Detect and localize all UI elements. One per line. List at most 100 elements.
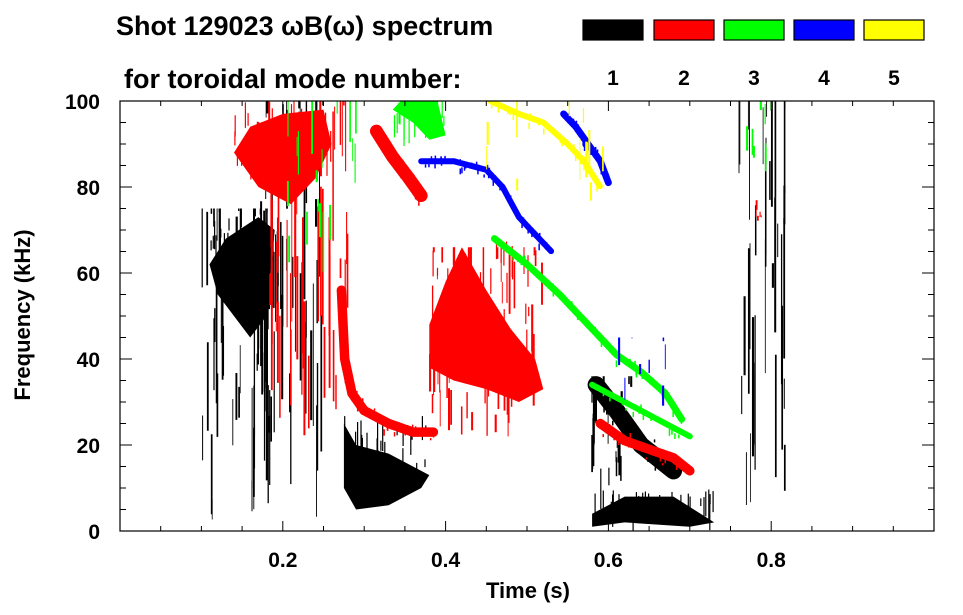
mode-2-speckle: [406, 425, 409, 429]
mode-2-speckle: [386, 137, 389, 144]
mode-3-speckle: [552, 283, 554, 286]
mode-4-speckle: [572, 118, 575, 126]
mode-2-speckle: [661, 463, 664, 466]
mode-4-speckle: [538, 243, 540, 251]
mode-2-speckle: [645, 447, 647, 450]
mode-3-speckle: [641, 376, 643, 379]
mode-1-blob-4: [592, 489, 715, 531]
mode-4-speckle: [487, 173, 490, 179]
mode-4-speckle: [526, 224, 528, 229]
mode-5-speckle: [589, 167, 592, 171]
mode-4-speckle: [575, 120, 578, 126]
mode-2-speckle: [645, 457, 648, 460]
mode-4-speckle: [583, 141, 585, 147]
mode-2-speckle: [356, 404, 359, 412]
mode-2-speckle: [347, 366, 349, 373]
mode-2-speckle: [675, 464, 678, 470]
mode-2-speckle: [432, 431, 435, 438]
mode-3-speckle: [652, 377, 654, 383]
mode-3-speckle: [671, 429, 673, 435]
mode-5-speckle: [509, 111, 511, 115]
mode-1-speckle: [649, 454, 651, 458]
mode-2-band-11: [369, 124, 428, 206]
mode-3-speckle: [668, 428, 671, 436]
x-tick-label: 0.4: [431, 549, 461, 572]
mode-2-speckle: [342, 308, 344, 311]
mode-5-speckle: [537, 122, 540, 126]
mode-1-speckle: [603, 406, 605, 413]
mode-3-speckle: [552, 291, 555, 297]
mode-2-speckle: [375, 411, 377, 419]
mode-3-speckle: [672, 410, 674, 418]
y-axis-label: Frequency (kHz): [10, 229, 35, 400]
y-tick-label: 0: [88, 521, 100, 544]
mode-2-band-10: [336, 285, 439, 441]
mode-2-speckle: [416, 192, 418, 199]
mode-4-speckle: [522, 217, 525, 222]
mode-1-speckle: [629, 415, 631, 421]
mode-2-streaks-9: [268, 101, 349, 436]
x-tick-label: 0.2: [268, 549, 297, 572]
y-tick-label: 60: [77, 263, 100, 286]
mode-legend: 1 2 3 4 5: [582, 19, 925, 90]
mode-2-speckle: [345, 362, 347, 367]
mode-4-band-21: [418, 155, 555, 255]
mode-3-speckle: [609, 397, 611, 402]
mode-1-speckle: [654, 465, 657, 471]
mode-2-speckle: [383, 429, 385, 436]
mode-4-speckle: [461, 167, 463, 174]
mode-4-speckle: [486, 164, 489, 171]
mode-2-speckle: [356, 390, 358, 395]
mode-1-band-5: [587, 376, 683, 480]
mode-5-speckle: [573, 144, 575, 149]
mode-2-speckle: [430, 429, 433, 436]
mode-2-speckle: [390, 156, 393, 160]
mode-4-speckle: [450, 159, 452, 163]
mode-2-speckle: [421, 189, 423, 193]
mode-3-speckle: [602, 390, 605, 397]
mode-5-streaks-25: [486, 101, 604, 201]
legend-swatch-mode-1: [582, 19, 644, 41]
mode-3-speckle: [574, 309, 576, 315]
mode-2-speckle: [386, 428, 389, 431]
legend-label-mode-4: 4: [818, 67, 830, 90]
mode-3-speckle: [600, 340, 603, 347]
mode-3-streaks-20: [746, 101, 773, 172]
mode-2-speckle: [424, 429, 427, 434]
mode-2-speckle: [629, 433, 631, 438]
mode-2-speckle: [344, 354, 346, 360]
mode-2-speckle: [427, 429, 429, 436]
mode-3-speckle: [680, 417, 683, 420]
legend-caption: for toroidal mode number:: [124, 64, 462, 94]
mode-4-speckle: [530, 227, 533, 233]
mode-3-speckle: [669, 399, 671, 402]
mode-3-speckle: [635, 371, 638, 378]
mode-5-speckle: [596, 184, 599, 189]
mode-4-speckle: [594, 146, 597, 152]
mode-4-speckle: [590, 149, 592, 155]
mode-4-speckle: [596, 149, 599, 153]
mode-2-speckle: [418, 188, 421, 194]
mode-1-speckle: [631, 427, 633, 431]
mode-2-speckle: [348, 377, 350, 381]
mode-5-speckle: [583, 163, 585, 171]
spectrogram-data: [201, 101, 786, 531]
legend-item-mode-3: 3: [723, 19, 785, 90]
legend-swatch-mode-5: [863, 19, 925, 41]
mode-3-speckle: [674, 433, 676, 439]
chart-title: Shot 129023 ωB(ω) spectrum: [116, 11, 493, 41]
mode-5-speckle: [490, 101, 493, 109]
y-tick-label: 20: [77, 435, 100, 458]
legend-item-mode-5: 5: [863, 19, 925, 90]
mode-2-speckle: [402, 159, 404, 166]
y-tick-label: 100: [65, 91, 100, 114]
x-tick-label: 0.8: [757, 549, 787, 572]
mode-2-speckle: [664, 457, 666, 464]
mode-2-speckle: [405, 426, 407, 433]
mode-2-speckle: [659, 456, 662, 462]
mode-2-speckle: [373, 408, 376, 411]
mode-4-speckle: [471, 162, 473, 169]
axes: 0.2 0.4 0.6 0.8 0 20 40 60 80 100: [65, 91, 935, 572]
mode-2-speckle: [631, 440, 633, 443]
mode-2-speckle: [655, 449, 658, 456]
